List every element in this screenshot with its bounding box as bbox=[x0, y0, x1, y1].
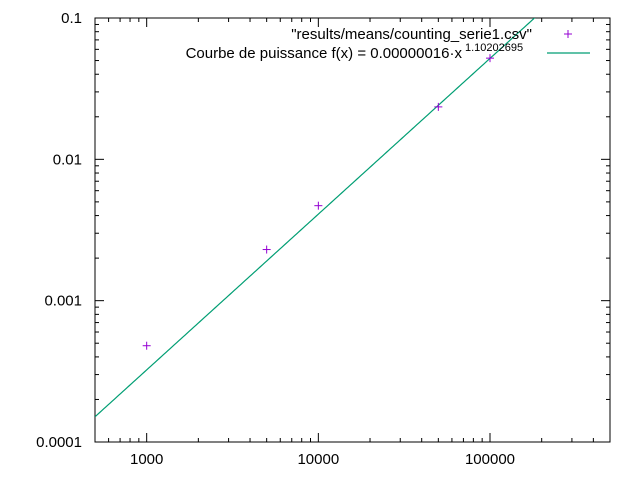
x-tick-label: 100000 bbox=[465, 451, 515, 468]
axes bbox=[94, 17, 611, 443]
plot-frame bbox=[94, 17, 611, 443]
y-tick-label: 0.001 bbox=[44, 293, 82, 310]
legend: "results/means/counting_serie1.csv" Cour… bbox=[186, 26, 590, 62]
legend-marker-points bbox=[564, 30, 572, 38]
data-point bbox=[486, 54, 495, 63]
plot-series bbox=[95, 18, 536, 418]
legend-label-fit-exponent: 1.10202695 bbox=[465, 42, 523, 54]
legend-label-points: "results/means/counting_serie1.csv" bbox=[291, 26, 532, 43]
y-tick-label: 0.01 bbox=[53, 151, 82, 168]
y-tick-label: 0.0001 bbox=[36, 434, 82, 451]
data-point bbox=[314, 201, 323, 210]
data-point bbox=[262, 245, 271, 254]
y-tick-label: 0.1 bbox=[61, 10, 82, 27]
x-tick-label: 1000 bbox=[130, 451, 163, 468]
y-axis-ticks: 0.0001 0.001 0.01 0.1 bbox=[36, 10, 610, 451]
legend-label-fit: Courbe de puissance f(x) = 0.00000016·x bbox=[186, 45, 463, 62]
legend-label-fit-base: Courbe de puissance f(x) = 0.00000016·x bbox=[186, 45, 463, 62]
data-point bbox=[142, 341, 151, 350]
fit-line bbox=[95, 18, 536, 418]
data-point bbox=[434, 102, 443, 111]
x-tick-label: 10000 bbox=[297, 451, 339, 468]
x-axis-ticks: 1000 10000 100000 bbox=[94, 18, 611, 468]
